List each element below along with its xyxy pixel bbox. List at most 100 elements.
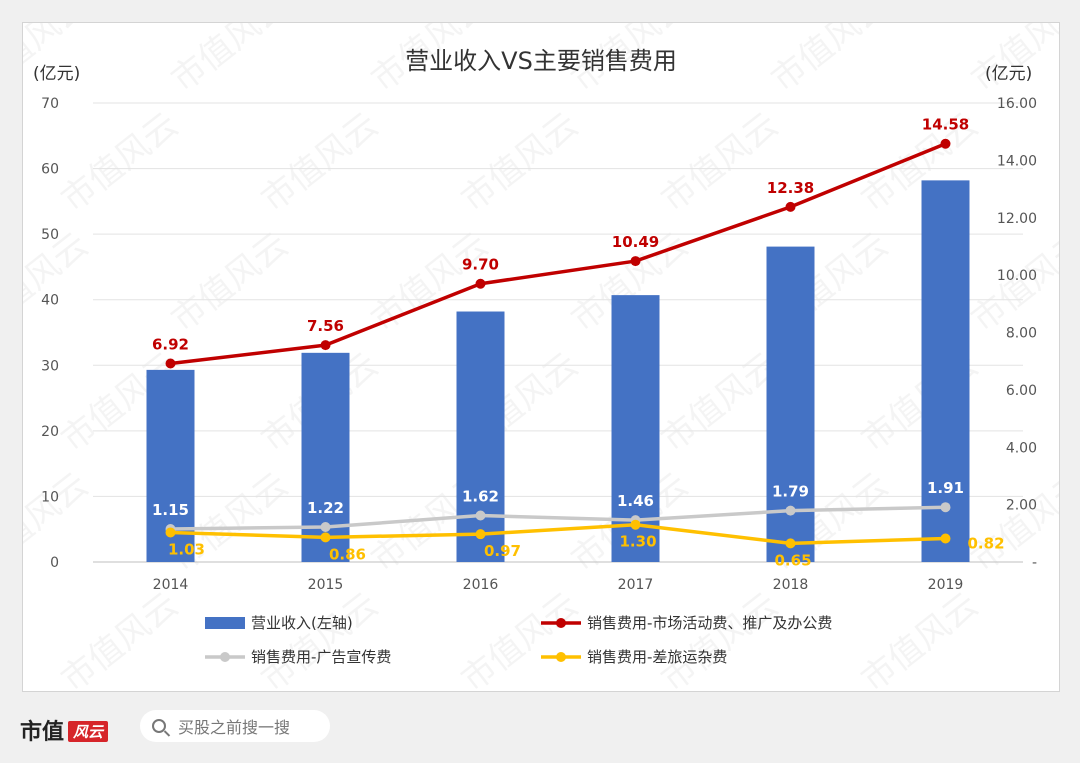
right-tick-label: - [1032,555,1037,571]
left-axis-unit: (亿元) [33,64,80,84]
data-label: 1.79 [772,483,809,501]
right-tick-label: 8.00 [1006,326,1037,342]
data-label: 1.22 [307,499,344,517]
data-label: 1.03 [168,540,205,558]
watermark-text: 市值风云 [23,23,96,100]
x-tick-label: 2018 [773,577,809,593]
data-label: 1.30 [620,533,657,551]
data-label: 14.58 [922,116,969,134]
brand-name: 市值 [20,719,65,745]
watermark-text: 市值风云 [1054,345,1059,460]
brand-logo: 市值 风云 [20,714,109,746]
right-tick-label: 4.00 [1006,440,1037,456]
watermark-text: 市值风云 [164,23,296,100]
watermark-text: 市值风云 [54,105,186,220]
right-tick-label: 6.00 [1006,383,1037,399]
watermark-text: 市值风云 [254,585,386,691]
left-tick-label: 0 [50,555,59,571]
watermark-text: 市值风云 [23,225,96,340]
left-tick-label: 40 [41,293,59,309]
line-series [165,138,951,549]
data-labels: 6.92 7.56 9.70 10.49 12.38 14.58 1.15 1.22 1.62 1… [152,116,1005,570]
x-tick-label: 2017 [618,577,654,593]
watermark-text: 市值风云 [54,585,186,691]
watermark-text: 市值风云 [654,585,786,691]
series-point [630,256,641,267]
data-label: 0.86 [329,545,366,563]
legend-swatch-marker [556,618,566,628]
right-tick-label: 14.00 [997,153,1037,169]
data-label: 1.62 [462,488,499,506]
data-label: 0.97 [484,542,521,560]
x-tick-label: 2019 [928,577,964,593]
data-label: 6.92 [152,335,189,353]
gridlines [93,102,1023,563]
data-label: 1.91 [927,479,964,497]
left-tick-label: 70 [41,96,59,112]
series-point [165,527,176,538]
series-point [320,340,331,351]
series-point [940,533,951,544]
watermark-text: 市值风云 [854,585,986,691]
search-placeholder: 买股之前搜一搜 [178,718,291,737]
series-line [170,505,946,531]
series-line [170,142,947,366]
right-tick-label: 10.00 [997,268,1037,284]
footer: 市值 风云 买股之前搜一搜 [0,690,1080,763]
x-tick-label: 2015 [308,577,344,593]
series-point [320,532,331,543]
x-tick-label: 2016 [463,577,499,593]
bar [456,311,505,562]
series-point [785,505,796,516]
search-box[interactable]: 买股之前搜一搜 [140,710,330,742]
chart-title: 营业收入VS主要销售费用 [405,47,677,75]
right-tick-label: 12.00 [997,211,1037,227]
left-tick-label: 50 [41,227,59,243]
left-tick-label: 20 [41,424,59,440]
watermark-text: 市值风云 [454,585,586,691]
legend-swatch-marker [220,652,230,662]
watermark-text: 市值风云 [454,105,586,220]
right-tick-label: 16.00 [997,96,1037,112]
series-point [940,138,951,149]
data-label: 1.46 [617,492,654,510]
legend-swatch [205,617,245,629]
series-point [475,278,486,289]
legend-label: 销售费用-市场活动费、推广及办公费 [587,614,832,632]
series-point [630,519,641,530]
right-tick-label: 2.00 [1006,498,1037,514]
right-axis-unit: (亿元) [985,64,1032,84]
data-label: 1.15 [152,501,189,519]
left-tick-label: 60 [41,162,59,178]
watermark-text: 市值风云 [654,105,786,220]
series-point [940,502,951,513]
watermark-text: 市值风云 [654,345,786,460]
chart-card: 市值风云 市值风云 市值风云 市值风云 市值风云 市值风云 市值风云 市值风云 市值风云 市值风云… [22,22,1060,692]
legend-label: 销售费用-差旅运杂费 [587,648,727,666]
series-line [170,522,946,546]
watermark-text: 市值风云 [1054,105,1059,220]
left-tick-label: 10 [41,489,59,505]
data-label: 9.70 [462,256,499,274]
legend-label: 销售费用-广告宣传费 [251,648,391,666]
watermark-text: 市值风云 [164,225,296,340]
data-label: 0.65 [775,551,812,569]
left-tick-label: 30 [41,358,59,374]
data-label: 12.38 [767,179,814,197]
legend-label: 营业收入(左轴) [251,614,353,632]
watermark-text: 市值风云 [964,23,1059,100]
series-point [475,529,486,540]
series-point [475,510,486,521]
axes: 0 10 20 30 40 50 60 70 - 2.00 4.00 6.00 8.00 10.00 12.… [41,96,1037,593]
series-point [320,522,331,533]
data-label: 10.49 [612,233,659,251]
legend-swatch-marker [556,652,566,662]
series-point [785,538,796,549]
x-tick-label: 2014 [153,577,189,593]
watermark-text: 市值风云 [23,465,96,580]
watermark-text: 市值风云 [254,105,386,220]
series-point [165,358,176,369]
series-point [785,201,796,212]
